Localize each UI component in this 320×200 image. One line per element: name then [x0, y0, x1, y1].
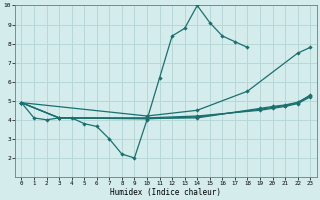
X-axis label: Humidex (Indice chaleur): Humidex (Indice chaleur) — [110, 188, 221, 197]
